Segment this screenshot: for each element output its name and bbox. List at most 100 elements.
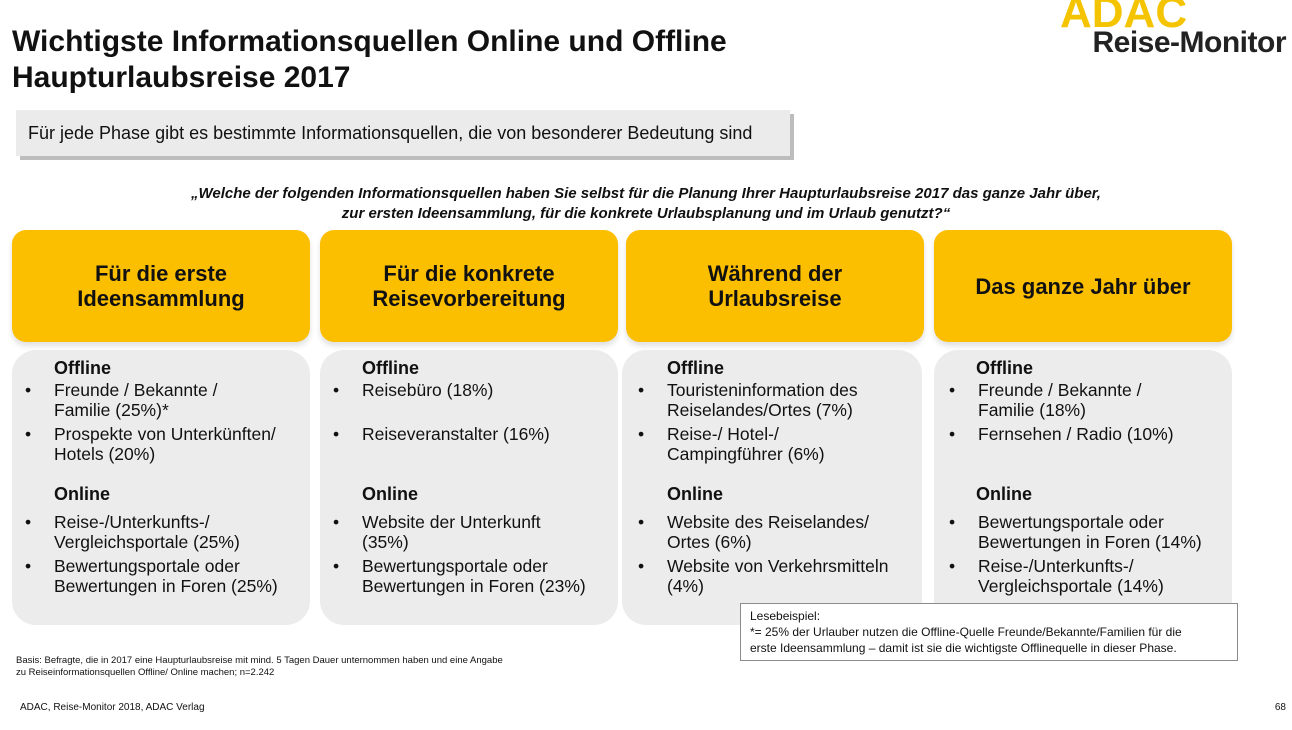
footer-source: ADAC, Reise-Monitor 2018, ADAC Verlag <box>20 702 205 713</box>
list-item-line-1: Reise-/Unterkunfts-/ <box>978 556 1134 576</box>
phase-header-urlaubsreise: Während der Urlaubsreise <box>626 230 924 342</box>
list-item-line-2: Campingführer (6%) <box>667 444 825 464</box>
phase-header-ganzes-jahr: Das ganze Jahr über <box>934 230 1232 342</box>
reading-example-line-1: *= 25% der Urlauber nutzen die Offline-Q… <box>750 625 1182 639</box>
phase-body-reisevorbereitung: Offline • Reisebüro (18%) • Reiseveranst… <box>320 350 618 625</box>
bullet: • <box>949 556 956 576</box>
bullet: • <box>638 380 645 400</box>
list-item: • Website der Unterkunft (35%) <box>333 512 612 552</box>
phase-header-line-1: Das ganze Jahr über <box>975 273 1191 299</box>
offline-heading: Offline <box>362 358 419 378</box>
phase-body-urlaubsreise: Offline • Touristeninformation des Reise… <box>622 350 922 625</box>
list-item-line-1: Bewertungsportale oder <box>362 556 548 576</box>
survey-question-line-2: zur ersten Ideensammlung, für die konkre… <box>341 205 951 222</box>
list-item-line-2: Vergleichsportale (14%) <box>978 576 1164 596</box>
list-item-line-1: Freunde / Bekannte / <box>54 380 218 400</box>
list-item-line-1: Freunde / Bekannte / <box>978 380 1142 400</box>
subtitle-box: Für jede Phase gibt es bestimmte Informa… <box>16 110 790 156</box>
reading-example-heading: Lesebeispiel: <box>750 609 821 623</box>
list-item: • Bewertungsportale oder Bewertungen in … <box>25 556 304 596</box>
list-item-line-1: Reise-/ Hotel-/ <box>667 424 779 444</box>
list-item-line-1: Reise-/Unterkunfts-/ <box>54 512 210 532</box>
list-item: • Reise-/ Hotel-/ Campingführer (6%) <box>638 424 916 464</box>
phase-body-ganzes-jahr: Offline • Freunde / Bekannte / Familie (… <box>934 350 1232 625</box>
list-item-line-2: (35%) <box>362 532 409 552</box>
list-item-line-1: Bewertungsportale oder <box>978 512 1164 532</box>
phase-body-ideensammlung: Offline • Freunde / Bekannte / Familie (… <box>12 350 310 625</box>
list-item-line-2: Bewertungen in Foren (23%) <box>362 576 586 596</box>
bullet: • <box>25 424 32 444</box>
list-item: • Fernsehen / Radio (10%) <box>949 424 1226 444</box>
list-item: • Reisebüro (18%) <box>333 380 612 400</box>
list-item-line-1: Prospekte von Unterkünften/ <box>54 424 276 444</box>
slide-title: Wichtigste Informationsquellen Online un… <box>12 24 912 96</box>
bullet: • <box>333 556 340 576</box>
bullet: • <box>638 512 645 532</box>
bullet: • <box>25 512 32 532</box>
offline-heading: Offline <box>667 358 724 378</box>
phase-header-line-1: Während der <box>707 261 843 286</box>
online-heading: Online <box>667 484 724 504</box>
list-item: • Freunde / Bekannte / Familie (18%) <box>949 380 1226 420</box>
list-item-line-2: Hotels (20%) <box>54 444 156 464</box>
list-item: • Reise-/Unterkunfts-/ Vergleichsportale… <box>949 556 1226 596</box>
list-item: • Reiseveranstalter (16%) <box>333 424 612 444</box>
slide-title-line-1: Wichtigste Informationsquellen Online un… <box>12 25 727 58</box>
list-item-line-1: Fernsehen / Radio (10%) <box>978 424 1174 444</box>
list-item: • Bewertungsportale oder Bewertungen in … <box>949 512 1226 552</box>
list-item-line-1: Reisebüro (18%) <box>362 380 494 400</box>
bullet: • <box>949 380 956 400</box>
bullet: • <box>333 512 340 532</box>
bullet: • <box>638 556 645 576</box>
list-item-line-2: Familie (25%)* <box>54 400 169 420</box>
offline-heading: Offline <box>54 358 111 378</box>
bullet: • <box>333 424 340 444</box>
basis-note-line-1: Basis: Befragte, die in 2017 eine Hauptu… <box>16 655 503 666</box>
list-item: • Website des Reiselandes/ Ortes (6%) <box>638 512 916 552</box>
phase-header-reisevorbereitung: Für die konkrete Reisevorbereitung <box>320 230 618 342</box>
list-item-line-1: Reiseveranstalter (16%) <box>362 424 550 444</box>
list-item-line-2: Familie (18%) <box>978 400 1086 420</box>
list-item-line-1: Website der Unterkunft <box>362 512 541 532</box>
list-item: • Reise-/Unterkunfts-/ Vergleichsportale… <box>25 512 304 552</box>
reading-example-box: Lesebeispiel: *= 25% der Urlauber nutzen… <box>740 603 1238 661</box>
online-heading: Online <box>976 484 1033 504</box>
list-item-line-2: Bewertungen in Foren (25%) <box>54 576 278 596</box>
list-item-line-2: Vergleichsportale (25%) <box>54 532 240 552</box>
adac-reise-monitor-logo: ADAC Reise-Monitor <box>1056 0 1286 62</box>
bullet: • <box>25 380 32 400</box>
online-heading: Online <box>362 484 419 504</box>
phase-header-line-1: Für die erste <box>94 261 228 286</box>
list-item-line-1: Bewertungsportale oder <box>54 556 240 576</box>
bullet: • <box>638 424 645 444</box>
list-item-line-2: Ortes (6%) <box>667 532 752 552</box>
phase-header-line-2: Reisevorbereitung <box>372 286 566 311</box>
list-item-line-2: Bewertungen in Foren (14%) <box>978 532 1202 552</box>
bullet: • <box>949 512 956 532</box>
offline-heading: Offline <box>976 358 1033 378</box>
list-item: • Touristeninformation des Reiselandes/O… <box>638 380 916 420</box>
list-item: • Prospekte von Unterkünften/ Hotels (20… <box>25 424 304 464</box>
basis-note: Basis: Befragte, die in 2017 eine Hauptu… <box>16 655 503 679</box>
logo-brand: ADAC <box>1060 0 1188 37</box>
subtitle-text: Für jede Phase gibt es bestimmte Informa… <box>28 122 753 143</box>
list-item: • Website von Verkehrsmitteln (4%) <box>638 556 916 596</box>
list-item-line-2: (4%) <box>667 576 704 596</box>
bullet: • <box>949 424 956 444</box>
slide-title-line-2: Haupturlaubsreise 2017 <box>12 61 351 94</box>
phase-header-line-2: Urlaubsreise <box>708 286 842 311</box>
phase-header-line-2: Ideensammlung <box>77 286 245 311</box>
list-item: • Freunde / Bekannte / Familie (25%)* <box>25 380 304 420</box>
logo-product: Reise-Monitor <box>1092 26 1286 59</box>
bullet: • <box>333 380 340 400</box>
bullet: • <box>25 556 32 576</box>
list-item: • Bewertungsportale oder Bewertungen in … <box>333 556 612 596</box>
phase-header-ideensammlung: Für die erste Ideensammlung <box>12 230 310 342</box>
online-heading: Online <box>54 484 111 504</box>
page-number: 68 <box>1274 702 1286 713</box>
survey-question: „Welche der folgenden Informationsquelle… <box>0 184 1292 224</box>
list-item-line-1: Touristeninformation des <box>667 380 858 400</box>
basis-note-line-2: zu Reiseinformationsquellen Offline/ Onl… <box>16 667 275 678</box>
list-item-line-1: Website des Reiselandes/ <box>667 512 870 532</box>
list-item-line-2: Reiselandes/Ortes (7%) <box>667 400 853 420</box>
